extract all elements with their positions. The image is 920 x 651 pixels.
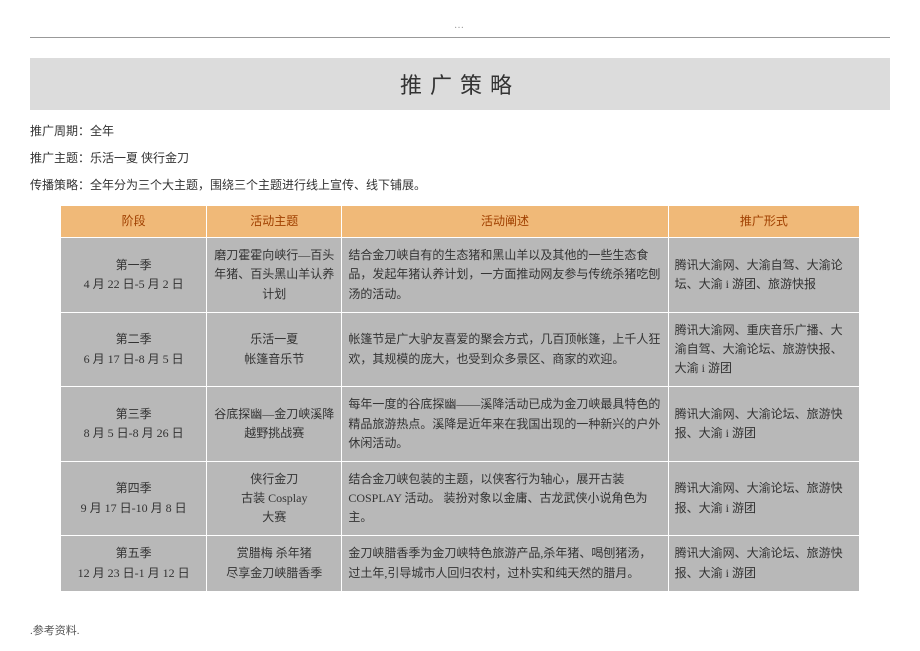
table-body: 第一季 4 月 22 日-5 月 2 日磨刀霍霍向峡行—百头年猪、百头黑山羊认养… (61, 238, 860, 592)
table-row: 第五季 12 月 23 日-1 月 12 日赏腊梅 杀年猪 尽享金刀峡腊香季金刀… (61, 536, 860, 591)
footer-note: .参考资料. (30, 622, 890, 638)
table-row: 第一季 4 月 22 日-5 月 2 日磨刀霍霍向峡行—百头年猪、百头黑山羊认养… (61, 238, 860, 313)
table-row: 第四季 9 月 17 日-10 月 8 日侠行金刀 古装 Cosplay 大赛结… (61, 461, 860, 536)
cell-stage: 第一季 4 月 22 日-5 月 2 日 (61, 238, 207, 313)
table-row: 第二季 6 月 17 日-8 月 5 日乐活一夏 帐篷音乐节帐篷节是广大驴友喜爱… (61, 312, 860, 387)
cell-desc: 每年一度的谷底探幽——溪降活动已成为金刀峡最具特色的精品旅游热点。溪降是近年来在… (342, 387, 668, 462)
cell-promo: 腾讯大渝网、大渝论坛、旅游快报、大渝 i 游团 (668, 387, 859, 462)
page-title: 推广策略 (30, 68, 890, 100)
promo-table: 阶段 活动主题 活动阐述 推广形式 第一季 4 月 22 日-5 月 2 日磨刀… (60, 205, 860, 592)
meta-strategy: 传播策略：全年分为三个大主题，围绕三个主题进行线上宣传、线下铺展。 (30, 176, 890, 193)
col-header-stage: 阶段 (61, 206, 207, 238)
cell-desc: 金刀峡腊香季为金刀峡特色旅游产品,杀年猪、喝刨猪汤，过土年,引导城市人回归农村，… (342, 536, 668, 591)
col-header-desc: 活动阐述 (342, 206, 668, 238)
cell-stage: 第三季 8 月 5 日-8 月 26 日 (61, 387, 207, 462)
cell-theme: 磨刀霍霍向峡行—百头年猪、百头黑山羊认养计划 (207, 238, 342, 313)
table-header-row: 阶段 活动主题 活动阐述 推广形式 (61, 206, 860, 238)
cell-theme: 乐活一夏 帐篷音乐节 (207, 312, 342, 387)
cell-promo: 腾讯大渝网、大渝自驾、大渝论坛、大渝 i 游团、旅游快报 (668, 238, 859, 313)
cell-theme: 侠行金刀 古装 Cosplay 大赛 (207, 461, 342, 536)
col-header-promo: 推广形式 (668, 206, 859, 238)
col-header-theme: 活动主题 (207, 206, 342, 238)
cell-desc: 结合金刀峡自有的生态猪和黑山羊以及其他的一些生态食品，发起年猪认养计划，一方面推… (342, 238, 668, 313)
cell-theme: 谷底探幽—金刀峡溪降越野挑战赛 (207, 387, 342, 462)
cell-desc: 帐篷节是广大驴友喜爱的聚会方式，几百顶帐篷，上千人狂欢，其规模的庞大，也受到众多… (342, 312, 668, 387)
cell-desc: 结合金刀峡包装的主题，以侠客行为轴心，展开古装 COSPLAY 活动。 装扮对象… (342, 461, 668, 536)
table-row: 第三季 8 月 5 日-8 月 26 日谷底探幽—金刀峡溪降越野挑战赛每年一度的… (61, 387, 860, 462)
header-dots: … (30, 20, 890, 38)
cell-stage: 第四季 9 月 17 日-10 月 8 日 (61, 461, 207, 536)
cell-stage: 第五季 12 月 23 日-1 月 12 日 (61, 536, 207, 591)
cell-stage: 第二季 6 月 17 日-8 月 5 日 (61, 312, 207, 387)
table-wrap: 阶段 活动主题 活动阐述 推广形式 第一季 4 月 22 日-5 月 2 日磨刀… (30, 205, 890, 592)
meta-period: 推广周期：全年 (30, 122, 890, 139)
cell-promo: 腾讯大渝网、大渝论坛、旅游快报、大渝 i 游团 (668, 536, 859, 591)
cell-theme: 赏腊梅 杀年猪 尽享金刀峡腊香季 (207, 536, 342, 591)
title-banner: 推广策略 (30, 58, 890, 110)
meta-theme: 推广主题：乐活一夏 侠行金刀 (30, 149, 890, 166)
cell-promo: 腾讯大渝网、大渝论坛、旅游快报、大渝 i 游团 (668, 461, 859, 536)
cell-promo: 腾讯大渝网、重庆音乐广播、大渝自驾、大渝论坛、旅游快报、大渝 i 游团 (668, 312, 859, 387)
